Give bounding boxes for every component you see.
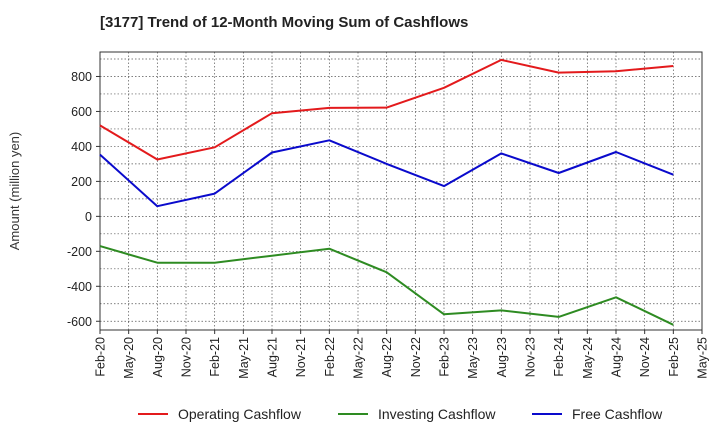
grid-layer (99, 52, 703, 330)
y-tick-labels: -600 -400 -200 0 200 400 600 800 (67, 70, 100, 329)
legend-item-operating-cashflow: Operating Cashflow (138, 406, 302, 422)
legend-item-free-cashflow: Free Cashflow (532, 406, 663, 422)
x-tick-label: May-22 (352, 337, 366, 379)
x-tick-label: Feb-21 (208, 337, 222, 377)
x-tick-label: Feb-24 (552, 337, 566, 377)
plot-area-frame (99, 51, 703, 331)
y-tick-label: 200 (71, 175, 92, 189)
x-tick-labels: Feb-20 May-20 Aug-20 Nov-20 Feb-21 May-21 Aug-… (94, 330, 710, 379)
x-tick-label: May-23 (466, 337, 480, 379)
operating-cashflow-line (99, 58, 674, 161)
x-tick-label: Nov-22 (409, 337, 423, 377)
x-tick-label: Nov-24 (638, 337, 652, 377)
x-tick-label: May-25 (696, 337, 710, 379)
legend-label: Free Cashflow (572, 406, 663, 422)
series-layer (99, 58, 674, 326)
y-tick-label: 600 (71, 105, 92, 119)
x-tick-label: Aug-22 (380, 337, 394, 377)
y-tick-label: 800 (71, 70, 92, 84)
legend-label: Operating Cashflow (178, 406, 302, 422)
legend-item-investing-cashflow: Investing Cashflow (338, 406, 496, 422)
x-tick-label: Nov-20 (180, 337, 194, 377)
x-tick-label: Nov-23 (524, 337, 538, 377)
x-tick-label: May-20 (122, 337, 136, 379)
legend: Operating Cashflow Investing Cashflow Free… (138, 406, 663, 422)
x-tick-label: Feb-20 (94, 337, 108, 377)
x-tick-label: Aug-23 (495, 337, 509, 377)
x-tick-label: Nov-21 (294, 337, 308, 377)
y-tick-label: 0 (85, 210, 92, 224)
legend-label: Investing Cashflow (378, 406, 496, 422)
x-tick-label: Aug-20 (151, 337, 165, 377)
y-tick-label: -200 (67, 245, 92, 259)
x-tick-label: May-21 (237, 337, 251, 379)
x-tick-label: Feb-22 (323, 337, 337, 377)
x-tick-label: Feb-23 (438, 337, 452, 377)
investing-cashflow-line (99, 245, 674, 326)
chart-title: [3177] Trend of 12-Month Moving Sum of C… (100, 14, 469, 31)
free-cashflow-line (99, 139, 674, 208)
x-tick-label: Feb-25 (667, 337, 681, 377)
x-tick-label: Aug-21 (266, 337, 280, 377)
x-tick-label: Aug-24 (610, 337, 624, 377)
y-tick-label: -400 (67, 280, 92, 294)
y-tick-label: 400 (71, 140, 92, 154)
y-axis-label: Amount (million yen) (7, 132, 22, 251)
y-tick-label: -600 (67, 315, 92, 329)
x-tick-label: May-24 (581, 337, 595, 379)
